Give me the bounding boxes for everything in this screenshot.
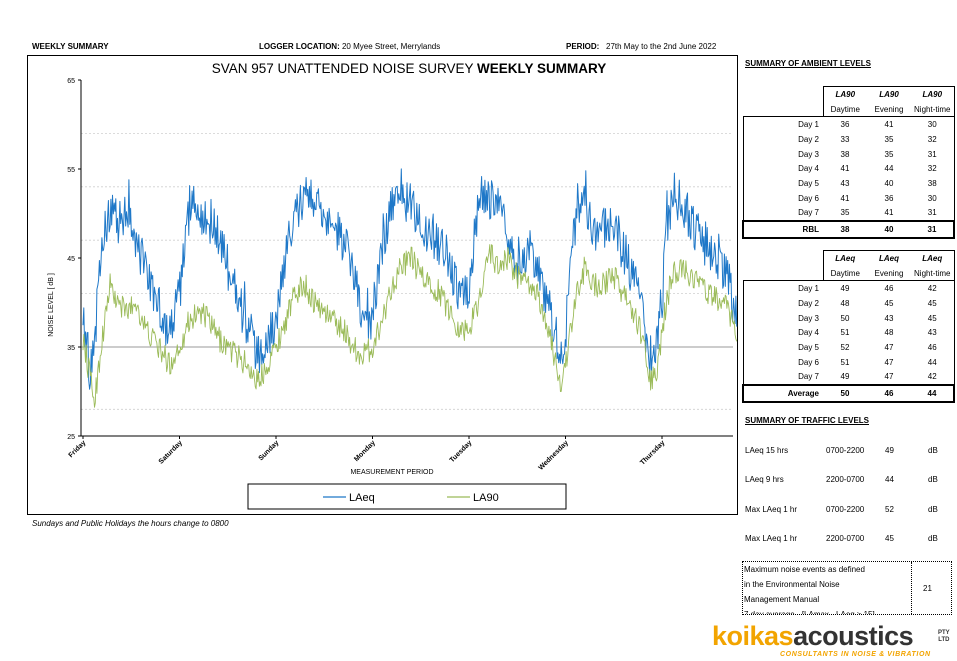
y-tick-label: 45: [67, 256, 75, 263]
la90-row: Day 1 36 41 30: [742, 116, 955, 133]
x-tick-label: Wednesday: [538, 439, 570, 471]
la90-row: Day 5 43 40 38: [742, 176, 955, 191]
laeq-row: Day 5 52 47 46: [742, 340, 955, 355]
noise-chart: SVAN 957 UNATTENDED NOISE SURVEY WEEKLY …: [48, 61, 738, 510]
traffic-title: SUMMARY OF TRAFFIC LEVELS: [745, 416, 869, 425]
la90-sub-day: Daytime: [822, 101, 867, 117]
la90-head-night: LA90: [911, 85, 955, 102]
y-tick-label: 25: [67, 434, 75, 441]
x-tick-label: Thursday: [639, 439, 666, 466]
la90-sub-row: Daytime Evening Night-time: [743, 101, 955, 117]
legend: LAeq LA90: [247, 483, 567, 510]
ambient-title: SUMMARY OF AMBIENT LEVELS: [745, 59, 871, 68]
laeq-sub-night: Night-time: [911, 265, 955, 281]
x-tick-label: Sunday: [258, 439, 281, 462]
laeq-sub-day: Daytime: [822, 265, 867, 281]
logger-location-label: LOGGER LOCATION:: [259, 42, 340, 51]
laeq-head-day: LAeq: [822, 249, 867, 266]
laeq-head-row: LAeq LAeq LAeq: [743, 249, 955, 266]
max-events-value: 21: [923, 584, 932, 593]
la90-head-row: LA90 LA90 LA90: [743, 85, 955, 102]
legend-la90-label: LA90: [473, 492, 499, 504]
laeq-series-line: [82, 168, 738, 390]
laeq-row: Day 2 48 45 45: [742, 296, 955, 311]
max-events-box: Maximum noise events as defined in the E…: [742, 561, 952, 615]
x-axis-label: MEASUREMENT PERIOD: [350, 469, 433, 476]
y-tick-label: 55: [67, 167, 75, 174]
la90-row: Day 6 41 36 30: [742, 190, 955, 206]
y-tick-label: 65: [67, 78, 75, 85]
la90-row: Day 4 41 44 32: [742, 161, 955, 177]
laeq-row: Day 7 49 47 42: [742, 369, 955, 386]
la90-series-line: [82, 244, 738, 408]
x-tick-label: Monday: [353, 439, 377, 463]
legend-laeq-label: LAeq: [349, 492, 375, 504]
x-tick-label: Saturday: [158, 439, 184, 465]
la90-sub-eve: Evening: [874, 104, 904, 114]
max-events-divider: [911, 562, 912, 614]
laeq-table: LAeq LAeq LAeq Daytime Evening Night-tim…: [742, 249, 955, 403]
logo-pty: PTY LTD: [938, 630, 950, 643]
average-row: Average 50 46 44: [742, 384, 955, 403]
x-tick-label: Friday: [68, 439, 88, 459]
logger-location-value: 20 Myee Street, Merrylands: [341, 42, 441, 51]
laeq-sub-row: Daytime Evening Night-time: [743, 265, 955, 281]
laeq-row: Day 6 51 47 44: [742, 354, 955, 370]
la90-row: Day 2 33 35 32: [742, 132, 955, 147]
laeq-head-eve: LAeq: [867, 249, 911, 266]
max-events-description: Maximum noise events as defined in the E…: [744, 565, 875, 615]
company-logo: koikasacoustics PTY LTD CONSULTANTS IN N…: [712, 621, 954, 660]
la90-row: Day 7 35 41 31: [742, 205, 955, 222]
laeq-head-night: LAeq: [911, 249, 955, 266]
rbl-row: RBL 38 40 31: [742, 220, 955, 239]
period-value: 27th May to the 2nd June 2022: [606, 42, 717, 51]
legend-box: [247, 483, 567, 510]
logo-tagline: CONSULTANTS IN NOISE & VIBRATION: [780, 651, 931, 658]
chart-title: SVAN 957 UNATTENDED NOISE SURVEY WEEKLY …: [212, 61, 607, 76]
hours-note: Sundays and Public Holidays the hours ch…: [32, 519, 229, 528]
la90-sub-night: Night-time: [911, 101, 955, 117]
la90-row: Day 3 38 35 31: [742, 146, 955, 162]
la90-head-eve: LA90: [867, 85, 911, 102]
y-tick-label: 35: [67, 345, 75, 352]
logo-wordmark: koikasacoustics: [712, 621, 914, 651]
laeq-row: Day 4 51 48 43: [742, 325, 955, 341]
la90-head-day: LA90: [822, 85, 867, 102]
chart-frame: SVAN 957 UNATTENDED NOISE SURVEY WEEKLY …: [27, 55, 738, 515]
period: PERIOD: 27th May to the 2nd June 2022: [566, 42, 716, 51]
logger-location: LOGGER LOCATION: 20 Myee Street, Merryla…: [259, 42, 440, 51]
y-axis-label: NOISE LEVEL [ dB ]: [48, 273, 55, 337]
laeq-sub-eve: Evening: [874, 268, 904, 278]
la90-table: LA90 LA90 LA90 Daytime Evening Night-tim…: [742, 85, 955, 239]
weekly-summary-label: WEEKLY SUMMARY: [32, 42, 109, 51]
laeq-row: Day 3 50 43 45: [742, 310, 955, 326]
x-tick-label: Tuesday: [449, 439, 474, 464]
laeq-row: Day 1 49 46 42: [742, 280, 955, 297]
period-label: PERIOD:: [566, 42, 600, 51]
